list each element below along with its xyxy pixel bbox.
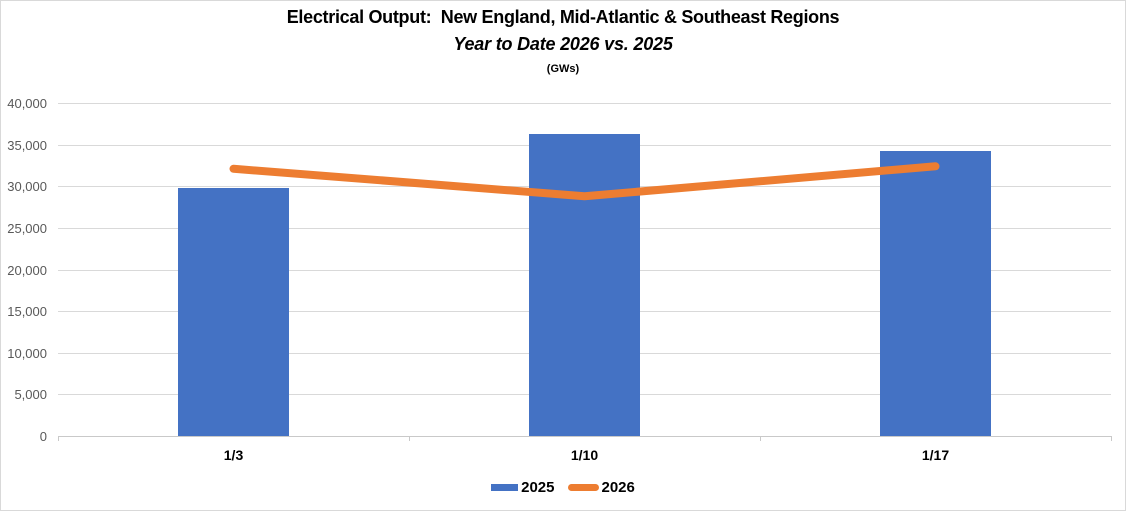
- chart-subtitle: Year to Date 2026 vs. 2025: [453, 34, 673, 54]
- bar-2025-1/3: [178, 187, 289, 436]
- x-axis-line: [58, 436, 1111, 437]
- x-axis-label: 1/3: [223, 447, 244, 463]
- axis-tick-mark: [58, 436, 59, 441]
- legend-item-2026: 2026: [567, 479, 635, 496]
- axis-tick-mark: [409, 436, 410, 441]
- y-axis-label: 10,000: [7, 345, 47, 361]
- y-axis-label: 25,000: [7, 220, 47, 236]
- bar-2025-1/10: [529, 133, 640, 436]
- legend-label-2026: 2026: [601, 479, 635, 496]
- legend: 2025 2026: [1, 479, 1125, 496]
- x-axis-label: 1/17: [921, 447, 950, 463]
- y-axis-label: 35,000: [7, 137, 47, 153]
- legend-label-2025: 2025: [521, 479, 555, 496]
- x-axis-label: 1/10: [570, 447, 599, 463]
- legend-swatch-2025: [491, 484, 519, 491]
- legend-swatch-2026: [567, 484, 599, 491]
- y-axis-label: 15,000: [7, 304, 47, 320]
- y-axis-label: 5,000: [14, 387, 47, 403]
- y-axis-label: 20,000: [7, 262, 47, 278]
- chart-title: Electrical Output: New England, Mid-Atla…: [286, 7, 840, 27]
- axis-tick-mark: [760, 436, 761, 441]
- chart-units-label: (GWs): [546, 63, 580, 75]
- gridline: [58, 103, 1111, 104]
- legend-item-2025: 2025: [491, 479, 555, 496]
- y-axis-label: 0: [39, 429, 47, 444]
- bar-2025-1/17: [880, 151, 991, 436]
- y-axis-label: 40,000: [7, 96, 47, 111]
- y-axis-label: 30,000: [7, 179, 47, 195]
- axis-tick-mark: [1111, 436, 1112, 441]
